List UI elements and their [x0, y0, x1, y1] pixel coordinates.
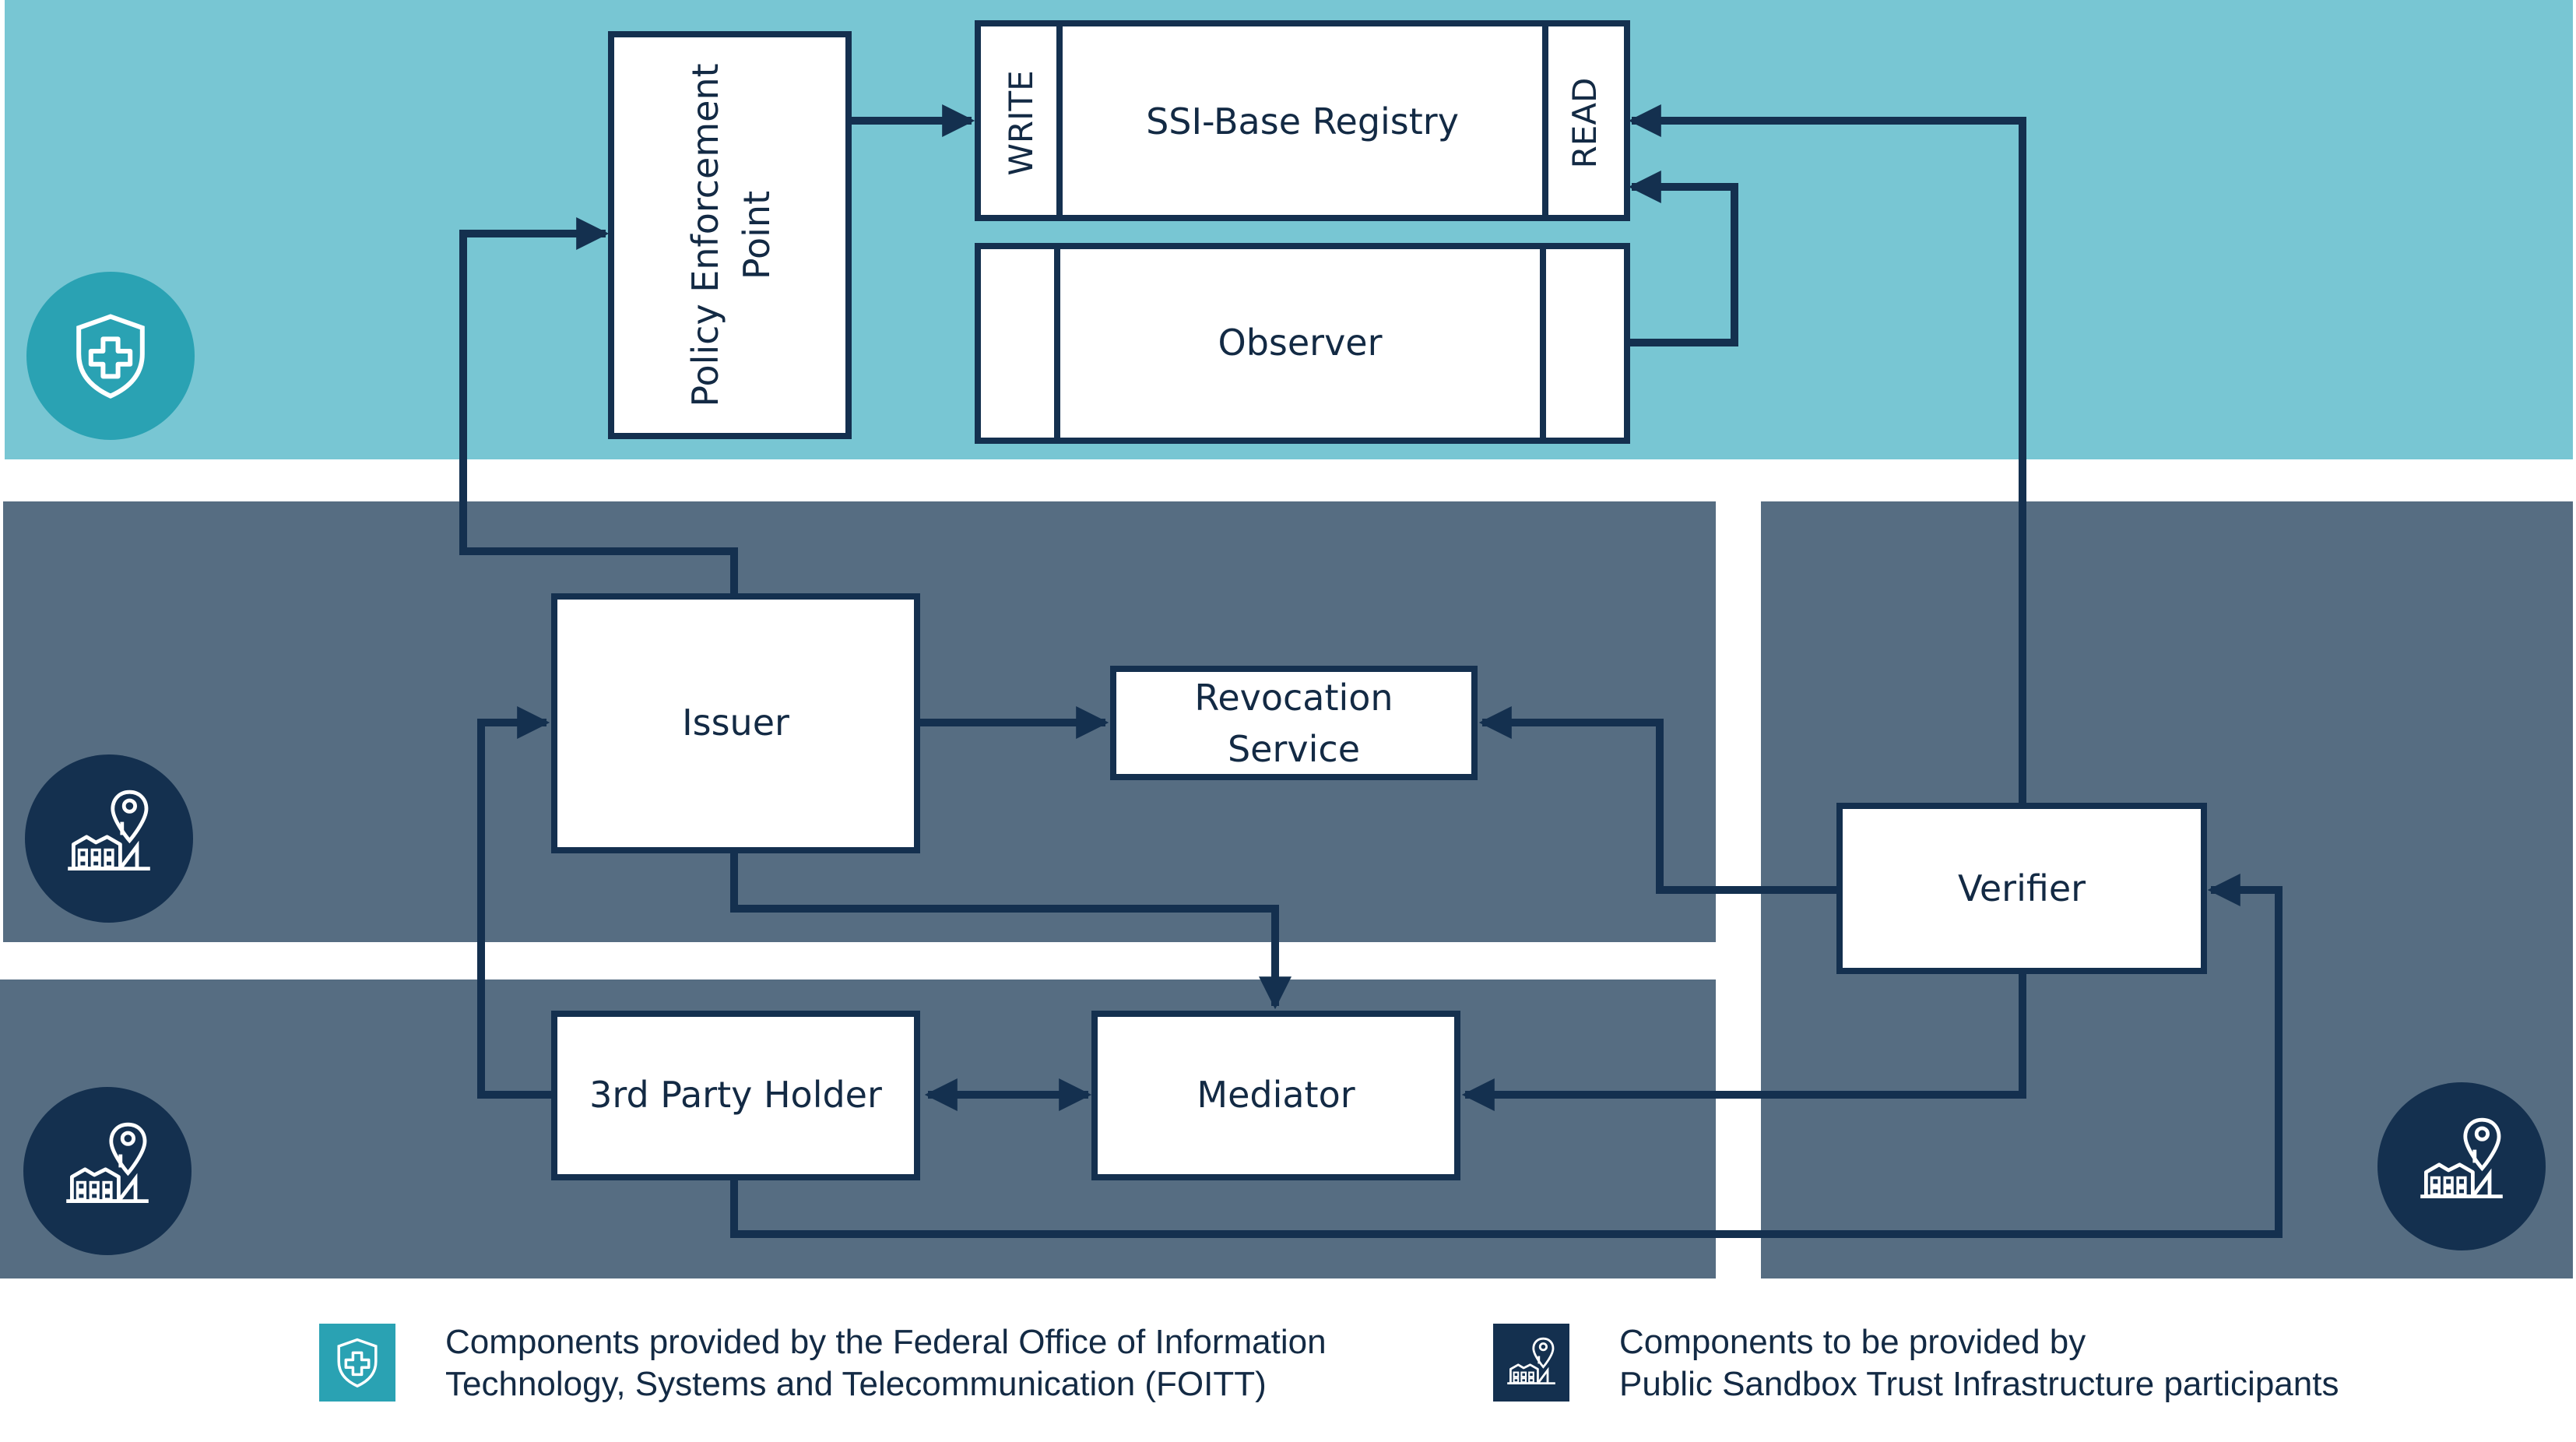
holder-to-issuer-arrow [477, 706, 554, 1099]
mediator-label: Mediator [1197, 1074, 1355, 1116]
issuer[interactable]: Issuer [551, 593, 920, 853]
registry-write-label: WRITE [1002, 70, 1040, 175]
registry-read-label: READ [1566, 78, 1604, 169]
foitt-band-badge [26, 272, 195, 440]
third-party-holder[interactable]: 3rd Party Holder [551, 1011, 920, 1180]
issuer-label: Issuer [682, 702, 789, 744]
legend: Components provided by the Federal Offic… [319, 1323, 2339, 1403]
observer-label: Observer [1218, 322, 1382, 364]
revocation-service[interactable]: Revocation Service [1110, 666, 1478, 780]
revocation-label-line2: Service [1228, 728, 1360, 770]
legend-participant-line2: Public Sandbox Trust Infrastructure part… [1619, 1365, 2339, 1403]
legend-foitt-line2: Technology, Systems and Telecommunicatio… [445, 1365, 1267, 1403]
pep-label-line2: Point [736, 191, 778, 280]
verifier-to-mediator-arrow [1461, 971, 2026, 1111]
verifier-to-revocation-arrow [1478, 706, 1840, 894]
registry-label: SSI-Base Registry [1146, 100, 1459, 142]
legend-participant-line1: Components to be provided by [1619, 1323, 2086, 1361]
legend-participant-swatch [1493, 1324, 1569, 1402]
legend-foitt-swatch [319, 1324, 395, 1402]
mediator[interactable]: Mediator [1091, 1011, 1460, 1180]
verifier-to-registry-read-arrow [1628, 104, 2026, 806]
verifier[interactable]: Verifier [1836, 803, 2207, 974]
policy-enforcement-point[interactable]: Policy Enforcement Point [608, 31, 852, 439]
revocation-label-line1: Revocation [1194, 677, 1393, 719]
holder-label: 3rd Party Holder [589, 1074, 882, 1116]
verifier-band-badge [2377, 1082, 2546, 1250]
holder-band-badge [23, 1087, 192, 1255]
observer-to-registry-read-arrow [1627, 171, 1738, 346]
issuer-to-mediator-arrow [730, 850, 1292, 1010]
holder-to-verifier-arrow [730, 874, 2283, 1238]
observer[interactable]: Observer [975, 243, 1630, 444]
ssi-base-registry[interactable]: WRITE SSI-Base Registry READ [975, 20, 1630, 221]
verifier-label: Verifier [1958, 867, 2086, 909]
pep-label-line1: Policy Enforcement [684, 63, 726, 406]
issuer-band-badge [25, 754, 193, 923]
issuer-to-pep-arrow [459, 217, 738, 596]
legend-foitt-line1: Components provided by the Federal Offic… [445, 1323, 1327, 1361]
